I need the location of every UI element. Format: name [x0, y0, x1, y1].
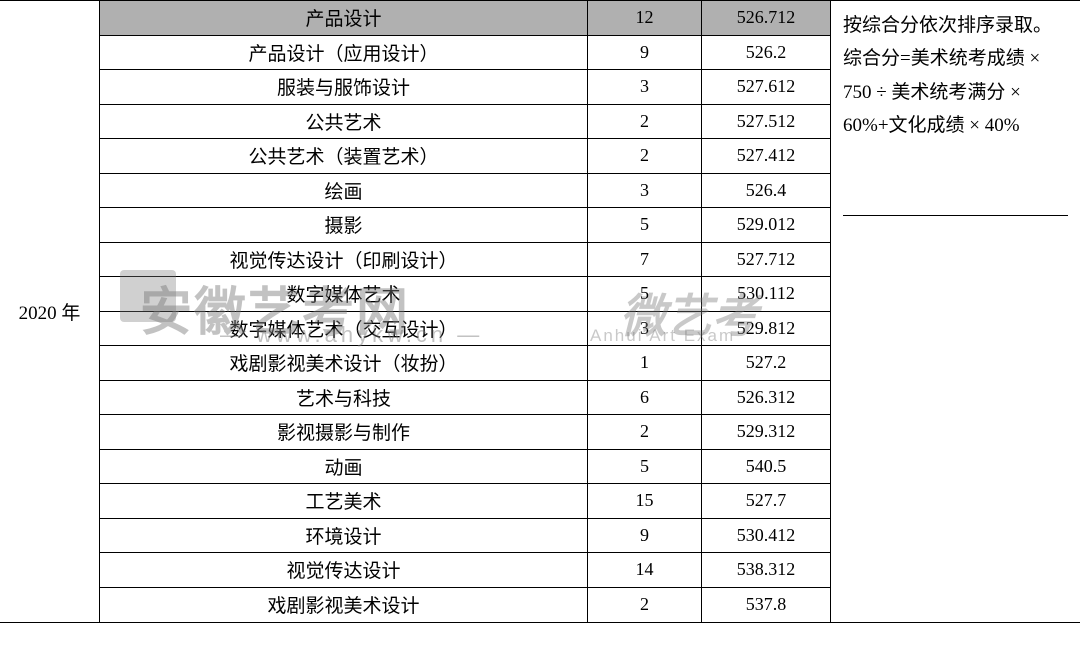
major-name-cell: 产品设计（应用设计） [100, 36, 588, 70]
table-row: 环境设计9530.412 [100, 519, 830, 554]
year-label: 2020 年 [19, 298, 81, 325]
score-cell: 527.412 [702, 139, 830, 173]
score-cell: 530.112 [702, 277, 830, 311]
data-column: 产品设计12526.712产品设计（应用设计）9526.2服装与服饰设计3527… [100, 1, 830, 622]
score-cell: 530.412 [702, 519, 830, 553]
year-column: 2020 年 [0, 1, 100, 622]
count-cell: 5 [588, 277, 702, 311]
major-name-cell: 数字媒体艺术（交互设计） [100, 312, 588, 346]
major-name-cell: 环境设计 [100, 519, 588, 553]
count-cell: 5 [588, 208, 702, 242]
table-row: 影视摄影与制作2529.312 [100, 415, 830, 450]
note-column: 按综合分依次排序录取。综合分=美术统考成绩 × 750 ÷ 美术统考满分 × 6… [830, 1, 1080, 622]
table-row: 视觉传达设计14538.312 [100, 553, 830, 588]
count-cell: 9 [588, 36, 702, 70]
table-row: 动画5540.5 [100, 450, 830, 485]
table-row: 摄影5529.012 [100, 208, 830, 243]
score-cell: 527.512 [702, 105, 830, 139]
count-cell: 1 [588, 346, 702, 380]
major-name-cell: 戏剧影视美术设计（妆扮） [100, 346, 588, 380]
table-row: 服装与服饰设计3527.612 [100, 70, 830, 105]
count-cell: 3 [588, 174, 702, 208]
table-row: 戏剧影视美术设计2537.8 [100, 588, 830, 623]
score-cell: 527.7 [702, 484, 830, 518]
count-cell: 7 [588, 243, 702, 277]
table-row: 工艺美术15527.7 [100, 484, 830, 519]
score-cell: 526.4 [702, 174, 830, 208]
count-cell: 14 [588, 553, 702, 587]
score-cell: 527.2 [702, 346, 830, 380]
score-cell: 538.312 [702, 553, 830, 587]
table-row: 公共艺术（装置艺术）2527.412 [100, 139, 830, 174]
score-cell: 527.612 [702, 70, 830, 104]
score-cell: 527.712 [702, 243, 830, 277]
score-cell: 529.012 [702, 208, 830, 242]
table-row: 产品设计12526.712 [100, 1, 830, 36]
count-cell: 2 [588, 139, 702, 173]
count-cell: 2 [588, 415, 702, 449]
table-row: 绘画3526.4 [100, 174, 830, 209]
count-cell: 6 [588, 381, 702, 415]
table-row: 数字媒体艺术（交互设计）3529.812 [100, 312, 830, 347]
table-row: 戏剧影视美术设计（妆扮）1527.2 [100, 346, 830, 381]
score-cell: 526.2 [702, 36, 830, 70]
major-name-cell: 艺术与科技 [100, 381, 588, 415]
major-name-cell: 产品设计 [100, 1, 588, 35]
score-cell: 540.5 [702, 450, 830, 484]
major-name-cell: 摄影 [100, 208, 588, 242]
major-name-cell: 影视摄影与制作 [100, 415, 588, 449]
score-cell: 526.712 [702, 1, 830, 35]
major-name-cell: 公共艺术 [100, 105, 588, 139]
count-cell: 3 [588, 312, 702, 346]
count-cell: 5 [588, 450, 702, 484]
note-segment: 按综合分依次排序录取。综合分=美术统考成绩 × 750 ÷ 美术统考满分 × 6… [843, 9, 1068, 216]
major-name-cell: 数字媒体艺术 [100, 277, 588, 311]
table-row: 视觉传达设计（印刷设计）7527.712 [100, 243, 830, 278]
score-cell: 529.812 [702, 312, 830, 346]
major-name-cell: 动画 [100, 450, 588, 484]
score-cell: 529.312 [702, 415, 830, 449]
score-cell: 526.312 [702, 381, 830, 415]
major-name-cell: 视觉传达设计 [100, 553, 588, 587]
major-name-cell: 服装与服饰设计 [100, 70, 588, 104]
count-cell: 12 [588, 1, 702, 35]
table-row: 艺术与科技6526.312 [100, 381, 830, 416]
score-cell: 537.8 [702, 588, 830, 623]
count-cell: 15 [588, 484, 702, 518]
major-name-cell: 视觉传达设计（印刷设计） [100, 243, 588, 277]
count-cell: 2 [588, 588, 702, 623]
major-name-cell: 公共艺术（装置艺术） [100, 139, 588, 173]
major-name-cell: 工艺美术 [100, 484, 588, 518]
major-name-cell: 绘画 [100, 174, 588, 208]
count-cell: 2 [588, 105, 702, 139]
major-name-cell: 戏剧影视美术设计 [100, 588, 588, 623]
admission-table: 2020 年 产品设计12526.712产品设计（应用设计）9526.2服装与服… [0, 0, 1080, 623]
count-cell: 9 [588, 519, 702, 553]
table-row: 产品设计（应用设计）9526.2 [100, 36, 830, 71]
note-text: 按综合分依次排序录取。综合分=美术统考成绩 × 750 ÷ 美术统考满分 × 6… [843, 9, 1068, 216]
table-row: 数字媒体艺术5530.112 [100, 277, 830, 312]
count-cell: 3 [588, 70, 702, 104]
table-row: 公共艺术2527.512 [100, 105, 830, 140]
